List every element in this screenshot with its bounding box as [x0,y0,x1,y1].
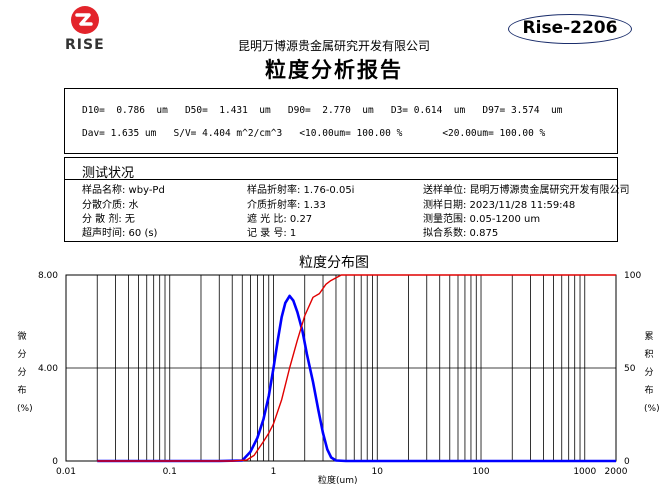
model-badge: Rise-2206 [508,14,632,44]
y-left-tick-label: 4.00 [38,364,58,374]
chart-title: 粒度分布图 [299,255,369,271]
summary-line-2: Dav= 1.635 um S/V= 4.404 m^2/cm^3 <10.00… [82,128,546,139]
company-name: 昆明万博源贵金属研究开发有限公司 [237,39,430,53]
x-axis-label: 粒度(um) [318,476,358,486]
x-tick-label: 0.1 [163,467,177,477]
left-axis-label: 微分分布(%) [17,332,33,414]
x-tick-label: 0.01 [56,467,76,477]
ultrasound-time: 超声时间: 60 (s) [82,228,158,239]
conditions-box: 测试状况 样品名称: wby-Pd 样品折射率: 1.76-0.05i 送样单位… [64,157,630,242]
right-axis-label: 累积分布(%) [644,332,660,414]
x-tick-label: 1 [271,467,277,477]
test-date: 测样日期: 2023/11/28 11:59:48 [423,200,576,211]
sample-refractive-index: 样品折射率: 1.76-0.05i [247,185,355,196]
cumulative-distribution-line [97,274,616,462]
summary-box: D10= 0.786 um D50= 1.431 um D90= 2.770 u… [64,88,618,154]
logo-emblem-icon [71,6,99,34]
y-left-tick-label: 0 [52,457,58,467]
measure-range: 测量范围: 0.05-1200 um [423,214,541,225]
report-title: 粒度分析报告 [265,58,403,82]
obscuration: 遮 光 比: 0.27 [247,214,313,225]
x-tick-label: 100 [472,467,489,477]
summary-line-1: D10= 0.786 um D50= 1.431 um D90= 2.770 u… [82,105,563,116]
record-number: 记 录 号: 1 [247,228,297,239]
dispersion-medium: 分散介质: 水 [82,200,139,211]
y-right-tick-label: 0 [624,457,630,467]
submitter: 送样单位: 昆明万博源贵金属研究开发有限公司 [423,185,630,196]
dispersant: 分 散 剂: 无 [82,214,135,225]
conditions-title: 测试状况 [82,166,135,181]
conditions-divider [65,179,617,180]
logo: RISE [60,4,110,54]
y-right-tick-label: 50 [624,364,636,374]
y-left-tick-label: 8.00 [38,271,58,281]
x-tick-label: 2000 [605,467,628,477]
y-right-tick-label: 100 [624,271,641,281]
x-tick-label: 1000 [573,467,596,477]
sample-name: 样品名称: wby-Pd [82,185,165,196]
logo-text: RISE [65,37,105,53]
fit-coefficient: 拟合系数: 0.875 [423,228,499,239]
medium-refractive-index: 介质折射率: 1.33 [247,200,326,211]
x-tick-label: 10 [372,467,384,477]
differential-distribution-line [97,294,616,463]
